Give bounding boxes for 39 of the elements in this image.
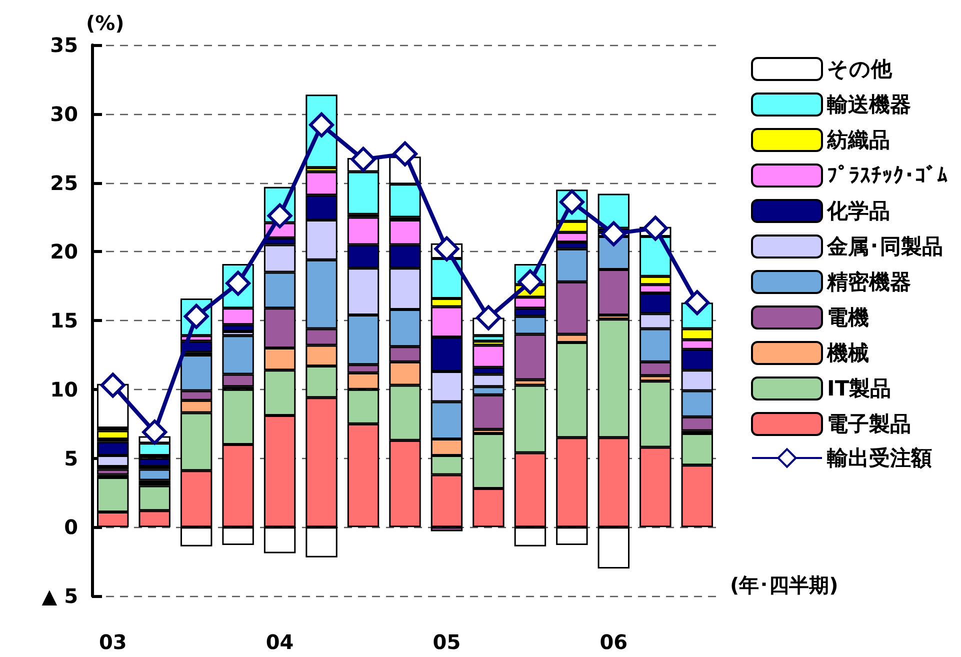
bar bbox=[138, 469, 170, 480]
bar bbox=[138, 458, 170, 467]
point bbox=[100, 372, 126, 398]
legend-label: その他 bbox=[827, 57, 893, 81]
point bbox=[476, 305, 501, 330]
bar bbox=[97, 430, 129, 439]
y-tick-label: 10 bbox=[50, 377, 78, 402]
x-tick-label: 03 bbox=[98, 630, 127, 654]
y-tick-label: ▲ 5 bbox=[42, 584, 78, 608]
point bbox=[601, 221, 626, 246]
y-axis-title: (%) bbox=[86, 11, 124, 35]
bar bbox=[598, 194, 630, 228]
legend-label: 機械 bbox=[826, 341, 869, 365]
y-tick-label: 15 bbox=[50, 308, 78, 332]
x-tick-label: 04 bbox=[266, 630, 294, 654]
point bbox=[684, 290, 710, 316]
legend-label: 電子製品 bbox=[827, 412, 911, 436]
legend-label: 輸送機器 bbox=[826, 92, 911, 116]
legend-label: IT製品 bbox=[827, 376, 892, 400]
x-tick-label: 05 bbox=[432, 630, 461, 654]
x-axis-title: (年･四半期) bbox=[730, 573, 838, 598]
legend-label: 金属･同製品 bbox=[826, 234, 943, 258]
legend-label: 化学品 bbox=[826, 199, 890, 223]
point bbox=[142, 420, 168, 445]
bar bbox=[97, 469, 129, 475]
y-tick-label: 0 bbox=[64, 515, 78, 540]
y-tick-label: 30 bbox=[50, 102, 78, 126]
legend-label: 精密機器 bbox=[826, 270, 911, 294]
point bbox=[518, 269, 543, 294]
legend-label: 電機 bbox=[827, 306, 869, 330]
legend-label: 輸出受注額 bbox=[826, 446, 932, 470]
y-tick-label: 35 bbox=[50, 33, 78, 57]
point bbox=[392, 141, 418, 166]
x-tick-label: 06 bbox=[600, 630, 628, 654]
y-tick-label: 20 bbox=[50, 240, 78, 264]
legend-label: ﾌﾟﾗｽﾁｯｸ･ｺﾞﾑ bbox=[827, 164, 948, 188]
y-tick-label: 25 bbox=[50, 170, 78, 195]
y-tick-label: 5 bbox=[64, 446, 78, 470]
legend-label: 紡織品 bbox=[826, 128, 890, 152]
